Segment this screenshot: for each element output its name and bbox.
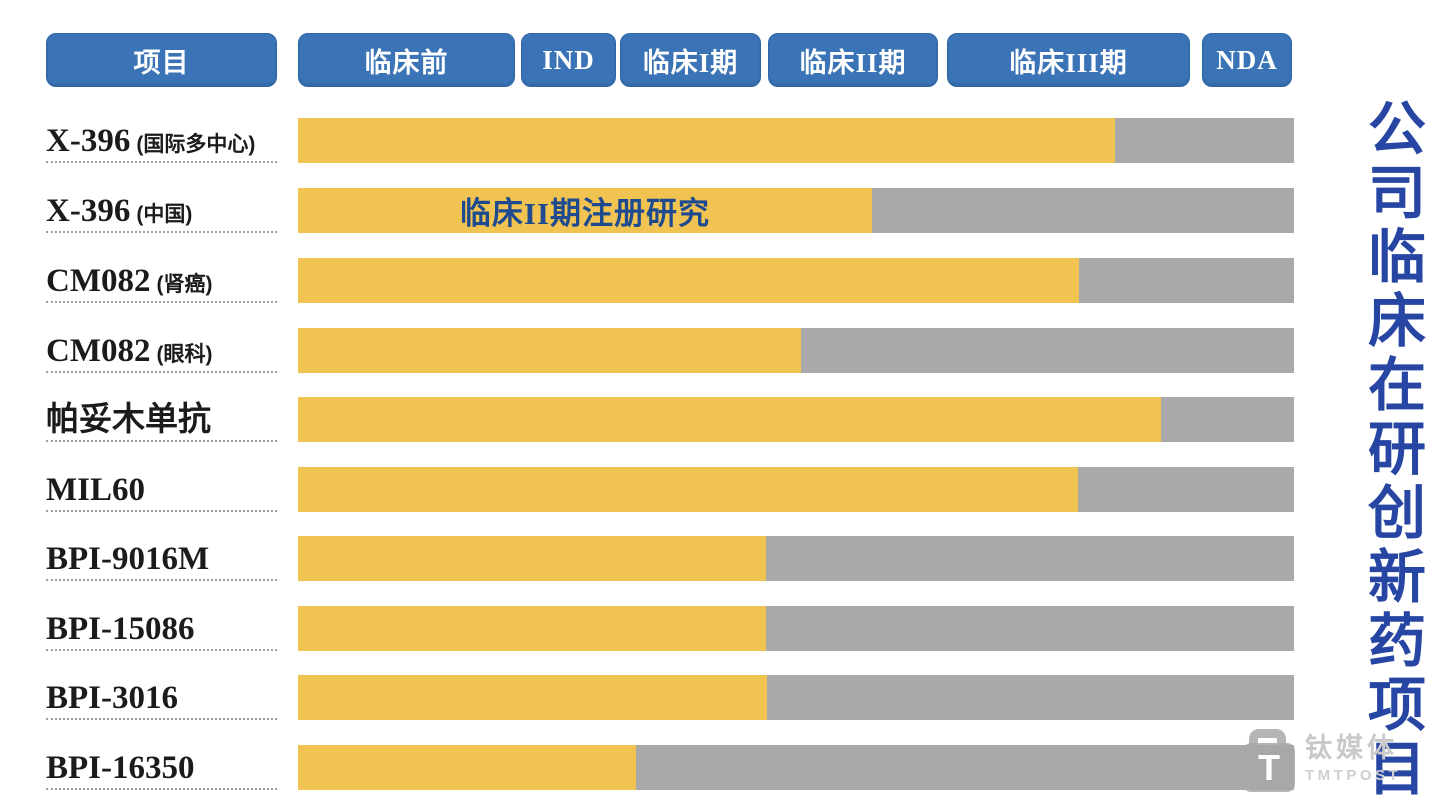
tmtpost-logo-icon: T bbox=[1243, 743, 1295, 792]
progress-fill bbox=[298, 536, 766, 581]
progress-fill bbox=[298, 118, 1115, 163]
project-row: 帕妥木单抗 bbox=[0, 397, 1439, 442]
project-row: X-396 (中国) 临床II期注册研究 bbox=[0, 188, 1439, 233]
watermark-text: 钛媒体 TMTPOST bbox=[1305, 733, 1402, 784]
project-name: BPI-9016M bbox=[46, 541, 210, 577]
stage-header-label: NDA bbox=[1216, 44, 1278, 75]
progress-fill bbox=[298, 745, 636, 790]
progress-fill bbox=[298, 258, 1079, 303]
project-row: CM082 (肾癌) bbox=[0, 258, 1439, 303]
progress-fill bbox=[298, 467, 1078, 512]
project-row: BPI-16350 bbox=[0, 745, 1439, 790]
progress-fill bbox=[298, 675, 767, 720]
project-name: X-396 bbox=[46, 123, 131, 159]
progress-track bbox=[298, 536, 1294, 581]
project-label: 帕妥木单抗 bbox=[46, 397, 277, 442]
project-name: BPI-3016 bbox=[46, 680, 178, 716]
progress-track bbox=[298, 118, 1294, 163]
project-label: BPI-15086 bbox=[46, 606, 277, 651]
project-name: CM082 bbox=[46, 263, 151, 299]
project-note: (中国) bbox=[136, 202, 193, 226]
progress-track bbox=[298, 328, 1294, 373]
project-row: BPI-15086 bbox=[0, 606, 1439, 651]
progress-fill bbox=[298, 397, 1161, 442]
watermark-name-en: TMTPOST bbox=[1305, 766, 1402, 784]
stage-header-label: IND bbox=[542, 44, 595, 75]
project-label: MIL60 bbox=[46, 467, 277, 512]
stage-header-button: 临床前 bbox=[298, 33, 515, 87]
stage-header-button: 临床III期 bbox=[947, 33, 1190, 87]
stage-header-label: 临床III期 bbox=[1009, 47, 1128, 78]
project-note: (肾癌) bbox=[156, 272, 213, 296]
progress-fill: 临床II期注册研究 bbox=[298, 188, 872, 233]
tmtpost-watermark: T 钛媒体 TMTPOST bbox=[1243, 729, 1413, 795]
project-label: CM082 (眼科) bbox=[46, 328, 277, 373]
tmtpost-logo-letter: T bbox=[1258, 746, 1280, 788]
project-label: X-396 (中国) bbox=[46, 188, 277, 233]
project-note: (眼科) bbox=[156, 342, 213, 366]
project-row: BPI-9016M bbox=[0, 536, 1439, 581]
project-row: X-396 (国际多中心) bbox=[0, 118, 1439, 163]
project-name: BPI-16350 bbox=[46, 750, 195, 786]
project-label: CM082 (肾癌) bbox=[46, 258, 277, 303]
progress-track bbox=[298, 467, 1294, 512]
project-row: BPI-3016 bbox=[0, 675, 1439, 720]
stage-header-button: 临床II期 bbox=[768, 33, 938, 87]
progress-track: 临床II期注册研究 bbox=[298, 188, 1294, 233]
stage-header-button: NDA bbox=[1202, 33, 1292, 87]
stage-header-label: 临床II期 bbox=[799, 47, 907, 78]
bar-annotation: 临床II期注册研究 bbox=[459, 196, 711, 231]
stage-header-button: IND bbox=[521, 33, 616, 87]
project-name: 帕妥木单抗 bbox=[46, 402, 211, 438]
project-label: X-396 (国际多中心) bbox=[46, 118, 277, 163]
project-label: BPI-9016M bbox=[46, 536, 277, 581]
project-row: CM082 (眼科) bbox=[0, 328, 1439, 373]
chart-title-vertical: 公司临床在研创新药项目 bbox=[1359, 98, 1424, 802]
progress-track bbox=[298, 606, 1294, 651]
progress-fill bbox=[298, 328, 801, 373]
project-label: BPI-16350 bbox=[46, 745, 277, 790]
project-label: BPI-3016 bbox=[46, 675, 277, 720]
stage-header-label: 临床前 bbox=[364, 47, 449, 78]
stage-header-button: 项目 bbox=[46, 33, 277, 87]
project-name: MIL60 bbox=[46, 472, 145, 508]
stage-header-button: 临床I期 bbox=[620, 33, 761, 87]
project-name: X-396 bbox=[46, 193, 131, 229]
progress-track bbox=[298, 258, 1294, 303]
project-row: MIL60 bbox=[0, 467, 1439, 512]
progress-track bbox=[298, 397, 1294, 442]
project-note: (国际多中心) bbox=[136, 132, 256, 156]
progress-track bbox=[298, 675, 1294, 720]
stage-header-label: 项目 bbox=[133, 47, 190, 78]
project-name: CM082 bbox=[46, 333, 151, 369]
watermark-name-cn: 钛媒体 bbox=[1305, 733, 1398, 763]
project-name: BPI-15086 bbox=[46, 611, 195, 647]
stage-header-label: 临床I期 bbox=[642, 47, 739, 78]
progress-fill bbox=[298, 606, 766, 651]
progress-track bbox=[298, 745, 1294, 790]
